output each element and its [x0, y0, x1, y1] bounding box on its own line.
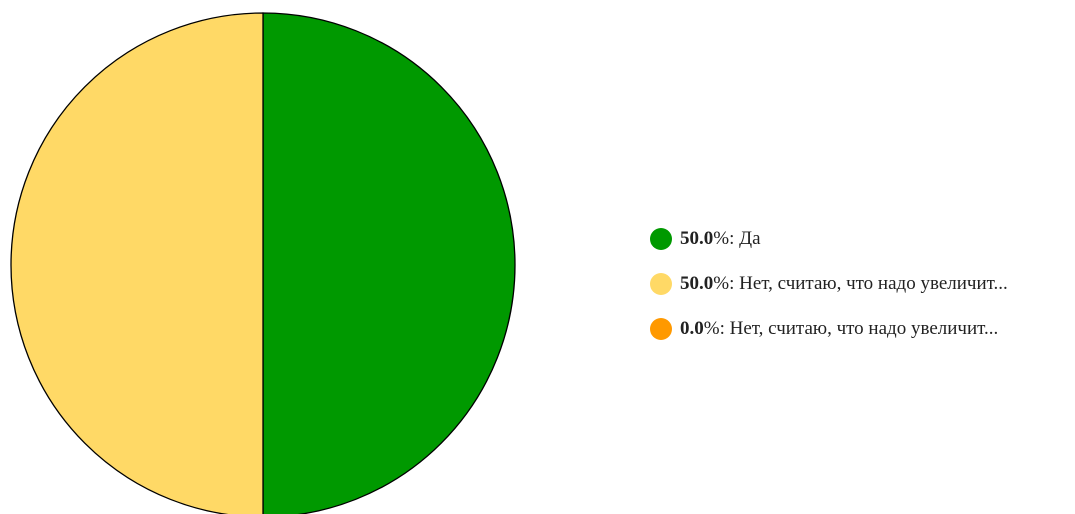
legend: 50.0%: Да 50.0%: Нет, считаю, что надо у…: [650, 216, 1008, 351]
legend-text-0: 50.0%: Да: [680, 228, 761, 250]
legend-text-1: 50.0%: Нет, считаю, что надо увеличит...: [680, 273, 1008, 295]
legend-sep-1: :: [729, 272, 740, 294]
legend-label-2: Нет, считаю, что надо увеличит...: [729, 317, 999, 339]
legend-swatch-1: [650, 272, 672, 295]
legend-unit-2: %: [703, 317, 720, 339]
pie-chart: [10, 12, 516, 514]
legend-percent-2: 0.0: [680, 317, 704, 339]
legend-label-1: Нет, считаю, что надо увеличит...: [739, 272, 1008, 294]
legend-swatch-0: [650, 227, 672, 250]
legend-item-1[interactable]: 50.0%: Нет, считаю, что надо увеличит...: [650, 261, 1008, 306]
legend-sep-0: :: [729, 227, 740, 249]
legend-unit-0: %: [713, 227, 730, 249]
pie-slice-1[interactable]: [10, 12, 264, 514]
pie-slice-0[interactable]: [262, 12, 516, 514]
legend-item-0[interactable]: 50.0%: Да: [650, 216, 1008, 261]
legend-sep-2: :: [719, 317, 730, 339]
legend-percent-0: 50.0: [680, 227, 714, 249]
legend-label-0: Да: [739, 227, 761, 249]
legend-text-2: 0.0%: Нет, считаю, что надо увеличит...: [680, 318, 998, 340]
pie-slices: [10, 12, 516, 514]
legend-percent-1: 50.0: [680, 272, 714, 294]
legend-swatch-2: [650, 317, 672, 340]
legend-unit-1: %: [713, 272, 730, 294]
legend-item-2[interactable]: 0.0%: Нет, считаю, что надо увеличит...: [650, 306, 1008, 351]
